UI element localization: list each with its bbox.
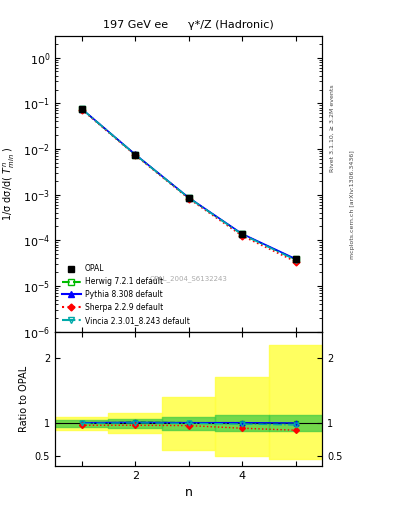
- Text: γ*/Z (Hadronic): γ*/Z (Hadronic): [188, 20, 274, 30]
- X-axis label: n: n: [185, 486, 193, 499]
- Y-axis label: Ratio to OPAL: Ratio to OPAL: [19, 366, 29, 432]
- Y-axis label: 1/σ dσ/d( $T^n_{min}$ ): 1/σ dσ/d( $T^n_{min}$ ): [2, 146, 17, 221]
- Text: Rivet 3.1.10, ≥ 3.2M events: Rivet 3.1.10, ≥ 3.2M events: [330, 84, 335, 172]
- Text: OPAL_2004_S6132243: OPAL_2004_S6132243: [150, 275, 228, 282]
- Text: 197 GeV ee: 197 GeV ee: [103, 20, 168, 30]
- Legend: OPAL, Herwig 7.2.1 default, Pythia 8.308 default, Sherpa 2.2.9 default, Vincia 2: OPAL, Herwig 7.2.1 default, Pythia 8.308…: [59, 261, 193, 328]
- Text: mcplots.cern.ch [arXiv:1306.3436]: mcplots.cern.ch [arXiv:1306.3436]: [350, 151, 355, 259]
